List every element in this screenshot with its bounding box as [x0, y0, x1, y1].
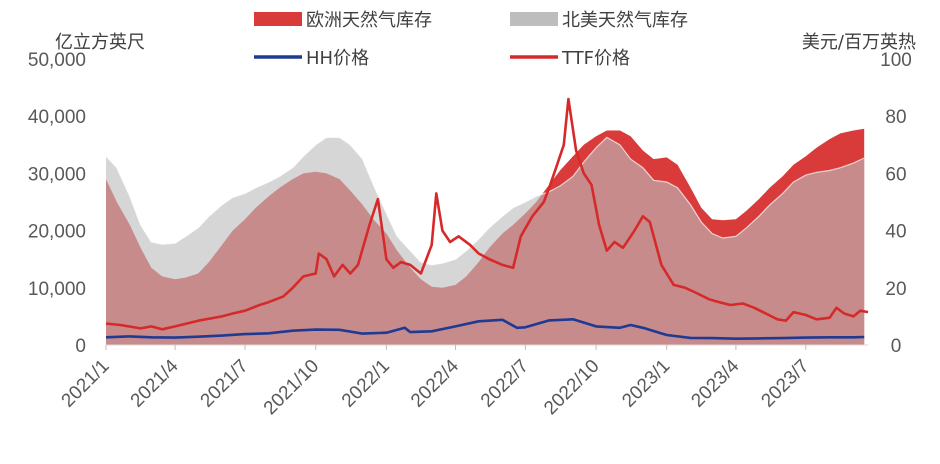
x-tick-label: 2023/4 — [687, 355, 743, 411]
line-ttf-price — [105, 97, 869, 331]
x-tick-label: 2023/1 — [618, 356, 674, 412]
x-tick-label: 2022/1 — [338, 356, 394, 412]
left-tick-label: 10,000 — [28, 279, 86, 300]
right-axis-unit: 美元/百万英热 — [802, 32, 916, 53]
legend-label-eu: 欧洲天然气库存 — [306, 10, 432, 31]
x-tick-label: 2022/4 — [407, 355, 463, 411]
left-tick-label: 20,000 — [28, 222, 86, 243]
right-tick-label: 100 — [880, 50, 912, 71]
right-tick-label: 0 — [891, 336, 902, 357]
area-na-storage — [106, 137, 865, 345]
right-tick-label: 80 — [885, 107, 906, 128]
right-tick-label: 60 — [885, 164, 906, 185]
legend-label-hh: HH价格 — [306, 48, 369, 69]
legend-label-ttf: TTF价格 — [561, 48, 630, 69]
area-na-storage-edge — [105, 136, 865, 266]
x-tick-label: 2021/1 — [58, 356, 114, 412]
legend-label-na: 北美天然气库存 — [562, 10, 688, 31]
x-tick-label: 2023/7 — [757, 356, 813, 412]
plot-area — [105, 97, 869, 345]
left-tick-label: 50,000 — [28, 50, 86, 71]
x-tick-label: 2021/10 — [260, 356, 323, 419]
x-tick-label: 2022/7 — [477, 356, 533, 412]
right-tick-label: 40 — [885, 222, 906, 243]
legend: 欧洲天然气库存 北美天然气库存 HH价格 TTF价格 — [254, 10, 688, 69]
right-tick-label: 20 — [885, 279, 906, 300]
left-tick-label: 0 — [75, 336, 86, 357]
line-hh-price — [105, 318, 865, 340]
legend-swatch-eu — [254, 12, 302, 26]
left-tick-label: 30,000 — [28, 164, 86, 185]
x-tick-label: 2021/7 — [197, 356, 253, 412]
legend-swatch-na — [510, 12, 558, 26]
left-tick-label: 40,000 — [28, 107, 86, 128]
x-tick-label: 2021/4 — [127, 355, 183, 411]
x-tick-label: 2022/10 — [540, 356, 603, 419]
left-axis-unit: 亿立方英尺 — [55, 32, 145, 53]
